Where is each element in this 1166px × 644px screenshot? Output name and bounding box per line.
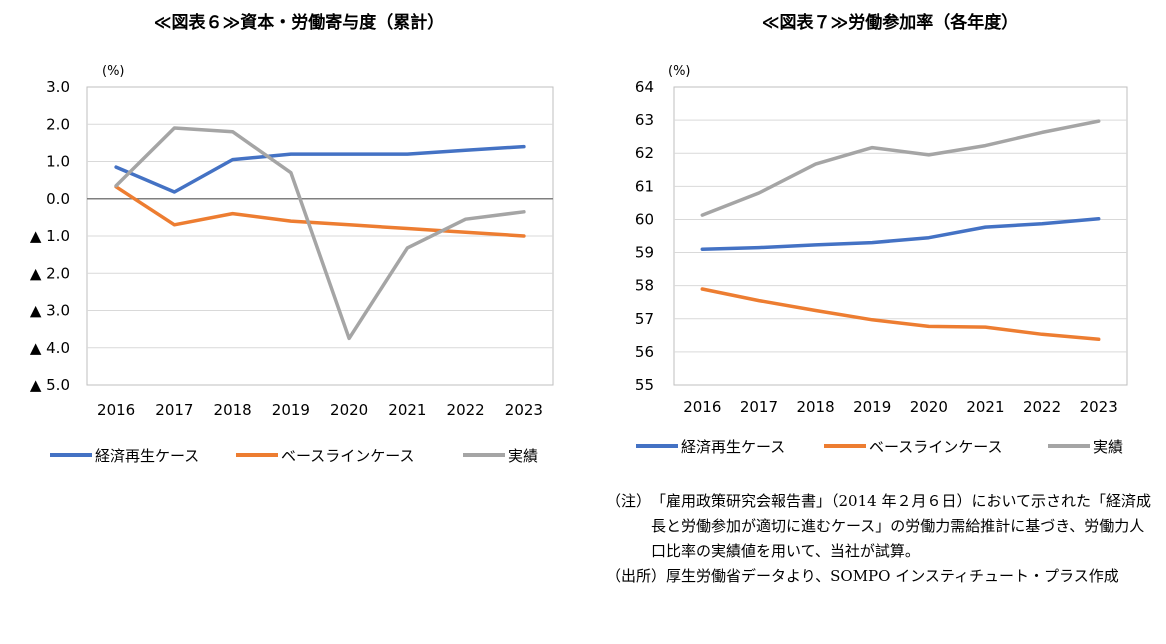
y-unit-label: (%)	[668, 64, 691, 79]
series-line	[700, 287, 1101, 342]
legend-label: ベースラインケース	[281, 447, 415, 465]
x-tick-label: 2016	[683, 398, 721, 416]
y-tick-label: 58	[635, 277, 654, 295]
series-line	[700, 217, 1101, 251]
y-tick-label: 60	[635, 210, 654, 228]
x-tick-label: 2021	[388, 401, 426, 419]
x-tick-label: 2022	[1023, 398, 1061, 416]
y-unit-label: (%)	[102, 64, 125, 79]
x-tick-label: 2021	[966, 398, 1004, 416]
note-text: 「雇用政策研究会報告書」（2014 年２月６日）において示された「経済成長と労働…	[651, 492, 1152, 560]
y-tick-label: 64	[635, 78, 654, 96]
y-tick-label: ▲ 5.0	[30, 376, 70, 394]
x-tick-label: 2018	[214, 401, 252, 419]
y-tick-label: 61	[635, 177, 654, 195]
note-label: （注）	[606, 492, 652, 510]
y-tick-label: ▲ 2.0	[30, 264, 70, 282]
y-tick-label: ▲ 4.0	[30, 339, 70, 357]
note-row: （注） 「雇用政策研究会報告書」（2014 年２月６日）において示された「経済成…	[606, 489, 1154, 564]
x-tick-label: 2020	[330, 401, 368, 419]
series-line	[114, 144, 526, 194]
series-line	[700, 119, 1101, 217]
x-tick-label: 2019	[853, 398, 891, 416]
source-label: （出所）	[606, 567, 667, 585]
x-tick-label: 2023	[1080, 398, 1118, 416]
legend-label: 経済再生ケース	[681, 438, 785, 456]
x-tick-label: 2016	[97, 401, 135, 419]
source-text: 厚生労働省データより、SOMPO インスティチュート・プラス作成	[666, 567, 1119, 585]
y-tick-label: ▲ 1.0	[30, 227, 70, 245]
x-tick-label: 2023	[505, 401, 543, 419]
y-tick-label: 59	[635, 244, 654, 262]
legend-label: 実績	[508, 447, 538, 465]
series-line	[114, 185, 526, 238]
x-tick-label: 2022	[447, 401, 485, 419]
series-line	[114, 126, 526, 341]
y-tick-label: 0.0	[46, 190, 70, 208]
source-row: （出所） 厚生労働省データより、SOMPO インスティチュート・プラス作成	[606, 564, 1154, 589]
y-tick-label: 56	[635, 343, 654, 361]
plot-frame	[673, 86, 1128, 386]
chart-title: ≪図表６≫資本・労働寄与度（累計）	[154, 12, 445, 33]
legend-label: 経済再生ケース	[95, 447, 199, 465]
y-tick-label: ▲ 3.0	[30, 302, 70, 320]
x-tick-label: 2018	[796, 398, 834, 416]
x-tick-label: 2020	[910, 398, 948, 416]
legend-label: ベースラインケース	[869, 438, 1003, 456]
y-tick-label: 62	[635, 144, 654, 162]
x-tick-label: 2017	[740, 398, 778, 416]
y-tick-label: 63	[635, 111, 654, 129]
x-tick-label: 2017	[155, 401, 193, 419]
y-tick-label: 1.0	[46, 153, 70, 171]
chart-title: ≪図表７≫労働参加率（各年度）	[762, 12, 1019, 33]
legend-label: 実績	[1093, 438, 1123, 456]
y-tick-label: 57	[635, 310, 654, 328]
y-tick-label: 3.0	[46, 78, 70, 96]
x-tick-label: 2019	[272, 401, 310, 419]
notes: （注） 「雇用政策研究会報告書」（2014 年２月６日）において示された「経済成…	[606, 489, 1154, 589]
y-tick-label: 2.0	[46, 115, 70, 133]
y-tick-label: 55	[635, 376, 654, 394]
